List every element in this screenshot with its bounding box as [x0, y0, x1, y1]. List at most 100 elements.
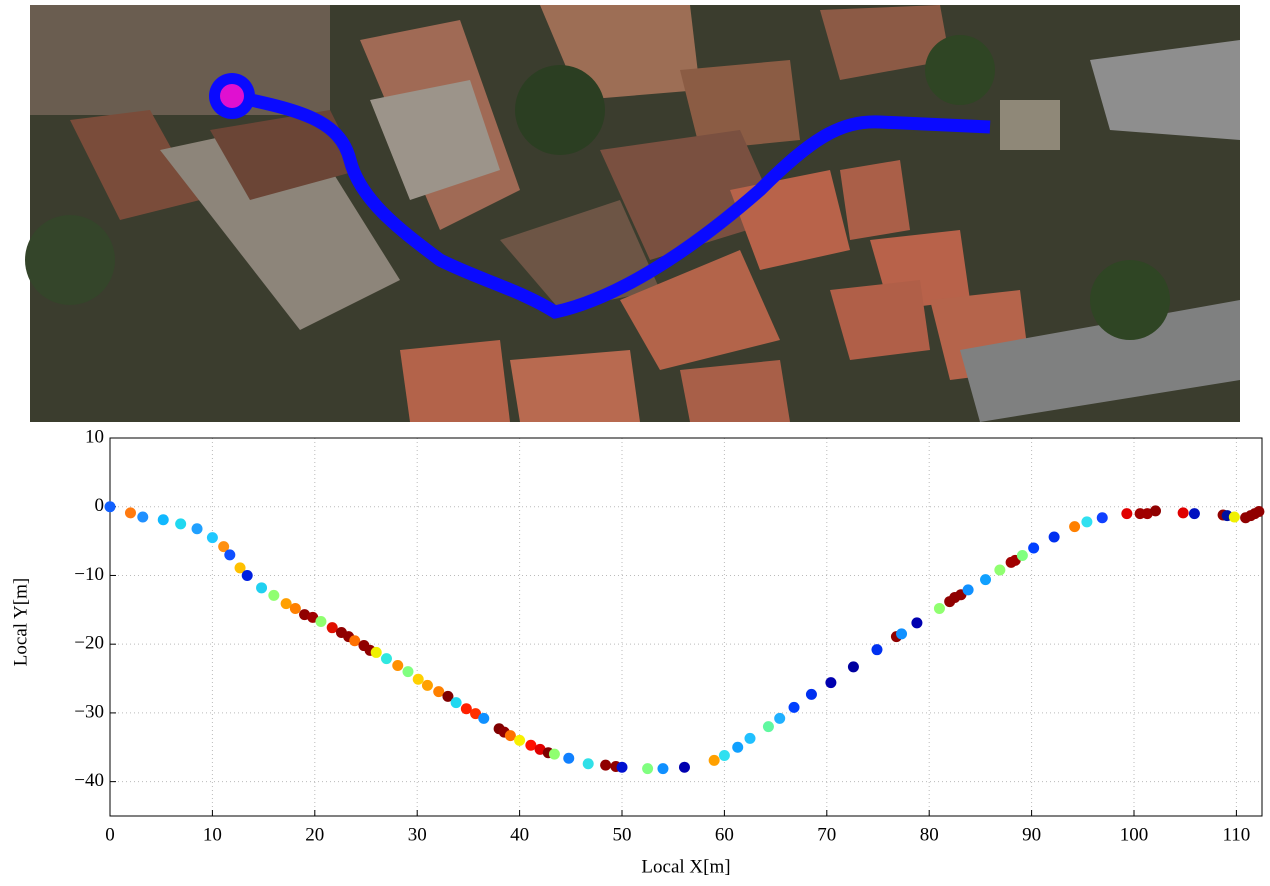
- point: [442, 690, 454, 702]
- point: [708, 754, 720, 766]
- point: [307, 611, 319, 623]
- point: [1121, 508, 1133, 520]
- point: [175, 518, 187, 530]
- point: [349, 635, 361, 647]
- point: [1048, 531, 1060, 543]
- plot-frame: [109, 437, 1263, 817]
- y-tick-label: −20: [74, 633, 104, 654]
- roof: [160, 120, 400, 330]
- point: [124, 507, 136, 519]
- point: [241, 569, 253, 581]
- point: [433, 686, 445, 698]
- point: [762, 721, 774, 733]
- x-axis-label: Local X[m]: [641, 856, 730, 877]
- roof: [680, 60, 800, 150]
- point: [206, 532, 218, 544]
- point: [380, 653, 392, 665]
- y-tick-label: −40: [74, 770, 104, 791]
- tree: [1090, 260, 1170, 340]
- point: [289, 602, 301, 614]
- point: [460, 703, 472, 715]
- point: [104, 501, 116, 513]
- x-tick-label: 70: [817, 824, 836, 845]
- point: [234, 562, 246, 574]
- point: [392, 659, 404, 671]
- point: [315, 616, 327, 628]
- point: [268, 589, 280, 601]
- pavement: [1000, 100, 1060, 150]
- y-axis-label: Local Y[m]: [10, 578, 31, 666]
- x-tick-label: 100: [1120, 824, 1149, 845]
- point: [514, 734, 526, 746]
- y-tick-label: 0: [95, 495, 105, 516]
- block: [30, 5, 330, 115]
- aerial-image: [25, 5, 1240, 422]
- roof: [820, 5, 950, 80]
- point: [994, 564, 1006, 576]
- roof: [210, 110, 360, 200]
- point: [280, 598, 292, 610]
- tree: [25, 215, 115, 305]
- point: [370, 646, 382, 658]
- tree: [515, 65, 605, 155]
- y-tick-label: −10: [74, 564, 104, 585]
- point: [1150, 505, 1162, 517]
- point: [1188, 508, 1200, 520]
- point: [256, 582, 268, 594]
- point: [1096, 512, 1108, 524]
- point: [847, 661, 859, 673]
- roof: [830, 280, 930, 360]
- point: [450, 697, 462, 709]
- point: [788, 701, 800, 713]
- point: [933, 602, 945, 614]
- point: [962, 584, 974, 596]
- point: [1228, 511, 1240, 523]
- roof: [840, 160, 910, 240]
- point: [657, 763, 669, 775]
- point: [774, 712, 786, 724]
- point: [642, 763, 654, 775]
- x-tick-label: 30: [408, 824, 427, 845]
- point: [191, 523, 203, 535]
- point: [600, 759, 612, 771]
- point: [1028, 542, 1040, 554]
- roof: [400, 340, 510, 422]
- tree: [925, 35, 995, 105]
- point: [732, 741, 744, 753]
- point: [744, 732, 756, 744]
- x-tick-label: 90: [1022, 824, 1041, 845]
- roof: [370, 80, 500, 200]
- start-marker: [220, 84, 244, 108]
- x-tick-label: 40: [510, 824, 529, 845]
- point: [157, 514, 169, 526]
- point: [1069, 521, 1081, 533]
- point: [563, 752, 575, 764]
- x-tick-label: 80: [920, 824, 939, 845]
- point: [911, 617, 923, 629]
- point: [478, 712, 490, 724]
- point: [224, 549, 236, 561]
- point: [137, 511, 149, 523]
- point: [218, 541, 230, 553]
- roof: [510, 350, 640, 422]
- point: [896, 628, 908, 640]
- x-tick-label: 60: [715, 824, 734, 845]
- point: [470, 708, 482, 720]
- point: [421, 679, 433, 691]
- point: [616, 761, 628, 773]
- point: [1016, 550, 1028, 562]
- point: [980, 574, 992, 586]
- point: [504, 730, 516, 742]
- roof: [620, 250, 780, 370]
- point: [805, 688, 817, 700]
- pavement: [960, 300, 1240, 422]
- point: [582, 758, 594, 770]
- x-tick-label: 0: [105, 824, 115, 845]
- point: [718, 750, 730, 762]
- point: [871, 644, 883, 656]
- x-tick-label: 110: [1223, 824, 1251, 845]
- x-tick-label: 20: [305, 824, 324, 845]
- point: [1081, 516, 1093, 528]
- y-tick-label: 10: [85, 426, 104, 447]
